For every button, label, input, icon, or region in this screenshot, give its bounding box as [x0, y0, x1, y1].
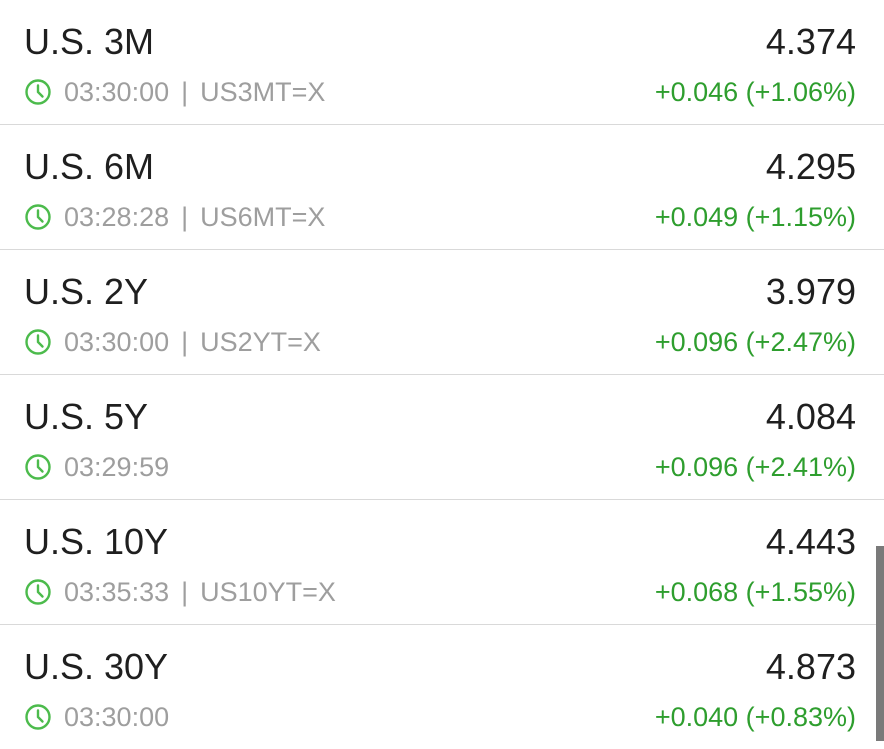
quote-meta: 03:29:59	[24, 451, 169, 483]
price-change: +0.096 (+2.47%)	[654, 327, 856, 357]
ticker-symbol: US6MT=X	[200, 201, 326, 232]
yield-value: 3.979	[765, 271, 856, 312]
yield-value: 4.295	[765, 146, 856, 187]
clock-icon	[25, 79, 51, 105]
clock-icon	[25, 454, 51, 480]
quote-time: 03:35:33	[64, 576, 170, 607]
quote-meta: 03:30:00 | US3MT=X	[24, 76, 325, 108]
ticker-symbol: US10YT=X	[200, 576, 336, 607]
instrument-name: U.S. 2Y	[24, 271, 149, 312]
price-change: +0.049 (+1.15%)	[654, 202, 856, 232]
yield-value: 4.374	[765, 21, 856, 62]
price-change: +0.096 (+2.41%)	[654, 452, 856, 482]
quote-row-us5y[interactable]: U.S. 5Y 4.084 03:29:59 +0.096 (+2.41%)	[0, 375, 884, 500]
quote-time: 03:30:00	[64, 326, 170, 357]
ticker-symbol: US2YT=X	[200, 326, 321, 357]
quote-row-us3m[interactable]: U.S. 3M 4.374 03:30:00 | US3MT=X +0.046 …	[0, 0, 884, 125]
instrument-name: U.S. 6M	[24, 146, 155, 187]
clock-icon	[25, 329, 51, 355]
yield-value: 4.084	[765, 396, 856, 437]
quote-meta: 03:30:00	[24, 701, 169, 733]
quote-time: 03:29:59	[64, 451, 170, 482]
instrument-name: U.S. 10Y	[24, 521, 169, 562]
quote-row-us2y[interactable]: U.S. 2Y 3.979 03:30:00 | US2YT=X +0.096 …	[0, 250, 884, 375]
price-change: +0.046 (+1.06%)	[654, 77, 856, 107]
quote-row-us10y[interactable]: U.S. 10Y 4.443 03:35:33 | US10YT=X +0.06…	[0, 500, 884, 625]
ticker-symbol: US3MT=X	[200, 76, 326, 107]
quote-time: 03:30:00	[64, 701, 170, 732]
quote-time: 03:30:00	[64, 76, 170, 107]
price-change: +0.040 (+0.83%)	[654, 702, 856, 732]
clock-icon	[25, 579, 51, 605]
quote-meta: 03:30:00 | US2YT=X	[24, 326, 321, 358]
quote-row-us30y[interactable]: U.S. 30Y 4.873 03:30:00 +0.040 (+0.83%)	[0, 625, 884, 749]
scrollbar-thumb[interactable]	[876, 546, 884, 741]
meta-separator: |	[181, 576, 189, 607]
clock-icon	[25, 704, 51, 730]
yield-value: 4.873	[765, 646, 856, 687]
instrument-name: U.S. 5Y	[24, 396, 149, 437]
quote-meta: 03:35:33 | US10YT=X	[24, 576, 336, 608]
quote-time: 03:28:28	[64, 201, 170, 232]
quote-meta: 03:28:28 | US6MT=X	[24, 201, 325, 233]
clock-icon	[25, 204, 51, 230]
instrument-name: U.S. 3M	[24, 21, 155, 62]
meta-separator: |	[181, 201, 189, 232]
meta-separator: |	[181, 326, 189, 357]
yield-value: 4.443	[765, 521, 856, 562]
instrument-name: U.S. 30Y	[24, 646, 169, 687]
meta-separator: |	[181, 76, 189, 107]
price-change: +0.068 (+1.55%)	[654, 577, 856, 607]
quote-row-us6m[interactable]: U.S. 6M 4.295 03:28:28 | US6MT=X +0.049 …	[0, 125, 884, 250]
